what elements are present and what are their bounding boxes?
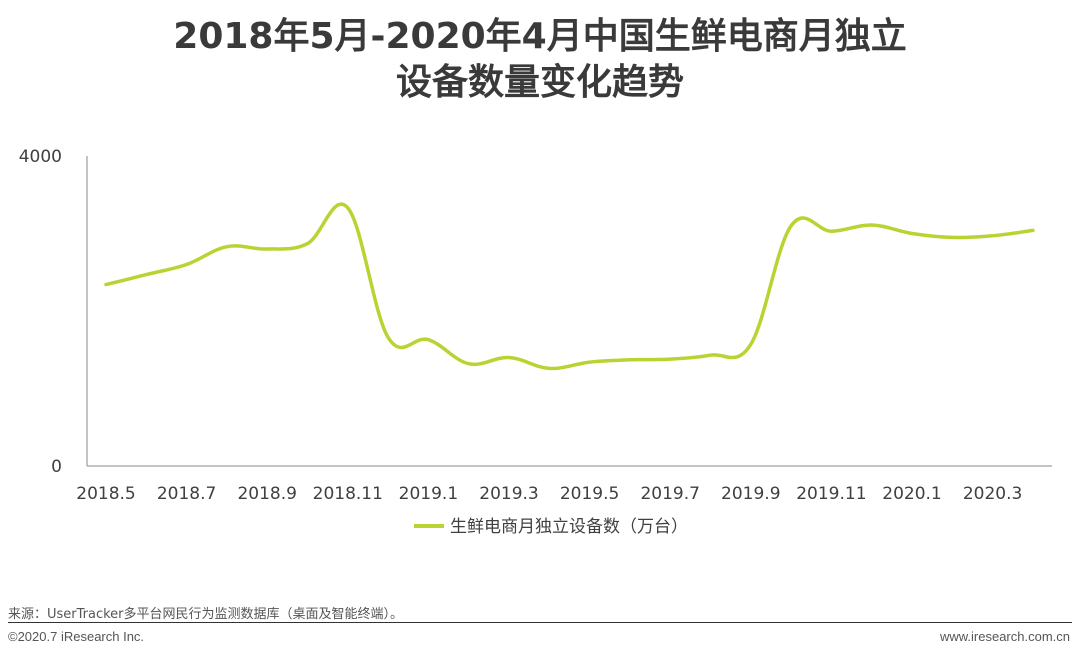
footer-divider (8, 622, 1072, 623)
y-tick-label-max: 4000 (19, 147, 62, 167)
chart-title-line-1: 2018年5月-2020年4月中国生鲜电商月独立 (173, 16, 907, 57)
x-tick-label: 2019.11 (796, 484, 866, 504)
source-note: 来源：UserTracker多平台网民行为监测数据库（桌面及智能终端）。 (8, 607, 404, 622)
x-tick-label: 2018.11 (313, 484, 383, 504)
x-tick-label: 2018.9 (237, 484, 296, 504)
x-tick-label: 2019.9 (721, 484, 780, 504)
y-tick-label-min: 0 (51, 457, 62, 477)
x-tick-label: 2018.5 (76, 484, 135, 504)
copyright: ©2020.7 iResearch Inc. (8, 629, 145, 644)
x-tick-label: 2020.3 (963, 484, 1022, 504)
legend-label: 生鲜电商月独立设备数（万台） (450, 517, 688, 537)
x-tick-label: 2019.5 (560, 484, 619, 504)
x-tick-label: 2019.3 (479, 484, 538, 504)
website-link[interactable]: www.iresearch.com.cn (939, 629, 1070, 644)
x-tick-label: 2019.1 (399, 484, 458, 504)
series-line (104, 202, 1035, 371)
legend: 生鲜电商月独立设备数（万台） (414, 517, 688, 537)
line-chart: 4000 0 2018.5 2018.7 2018.9 2018.11 2019.1 20… (19, 147, 1052, 537)
chart-title-line-2: 设备数量变化趋势 (395, 62, 684, 103)
x-tick-label: 2020.1 (882, 484, 941, 504)
x-tick-labels: 2018.5 2018.7 2018.9 2018.11 2019.1 2019.3 201… (76, 484, 1022, 504)
x-tick-label: 2019.7 (640, 484, 699, 504)
chart-title: 2018年5月-2020年4月中国生鲜电商月独立 设备数量变化趋势 (0, 14, 1080, 106)
x-tick-label: 2018.7 (157, 484, 216, 504)
